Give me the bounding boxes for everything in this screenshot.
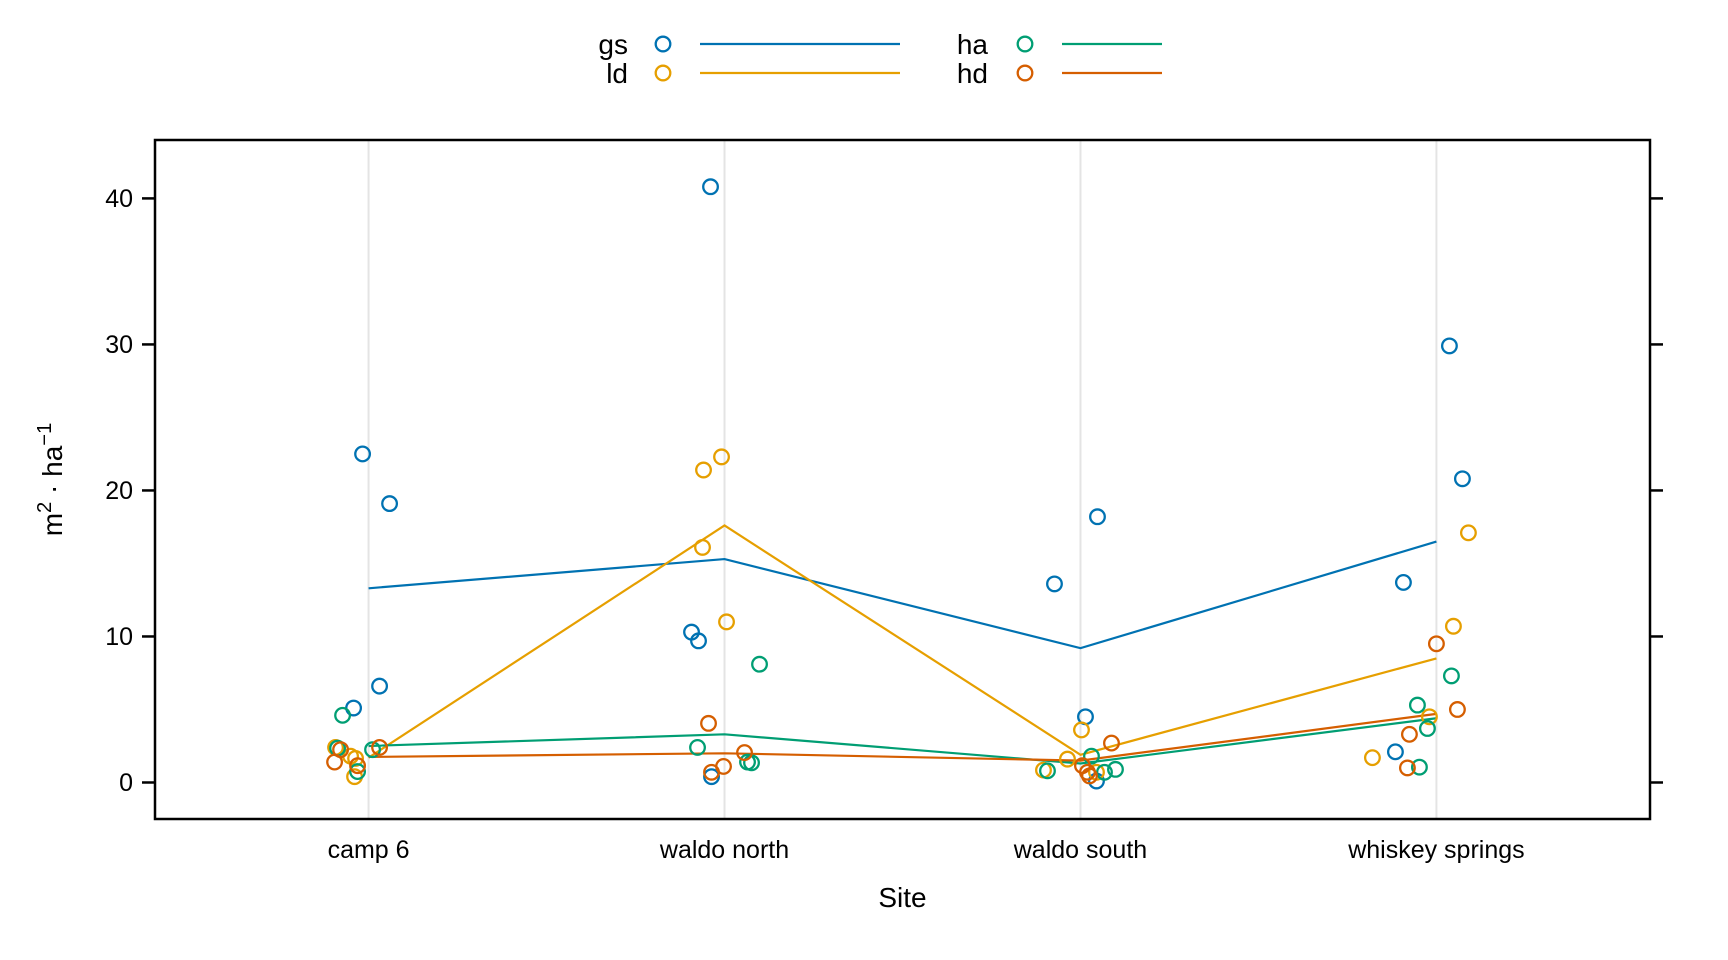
point-ha-whiskey-springs — [1408, 696, 1426, 714]
point-hd-waldo-north — [736, 744, 753, 762]
point-gs-waldo-north — [690, 632, 707, 650]
point-ld-whiskey-springs — [1459, 524, 1477, 542]
point-hd-camp-6 — [371, 738, 389, 756]
point-gs-camp-6 — [354, 445, 372, 463]
mean-line-hd — [368, 712, 1437, 762]
point-hd-waldo-north — [703, 763, 720, 781]
x-axis-title: Site — [878, 882, 926, 913]
point-gs-whiskey-springs — [1453, 470, 1471, 488]
legend-point-icon-hd — [1016, 64, 1034, 82]
x-category-label-camp-6: camp 6 — [328, 836, 410, 864]
point-ha-camp-6 — [349, 763, 367, 780]
point-hd-camp-6 — [349, 757, 367, 775]
mean-line-gs — [368, 540, 1437, 650]
point-ha-waldo-south — [1039, 762, 1056, 780]
point-ha-waldo-south — [1107, 760, 1124, 778]
point-ha-waldo-south — [1096, 763, 1113, 781]
point-gs-waldo-north — [703, 768, 720, 786]
point-gs-whiskey-springs — [1394, 573, 1412, 591]
point-gs-waldo-south — [1089, 508, 1106, 526]
y-axis-title: m2 · ha−1 — [34, 423, 68, 537]
point-ld-whiskey-springs — [1444, 617, 1462, 635]
point-ld-waldo-north — [718, 613, 735, 631]
point-ha-whiskey-springs — [1442, 667, 1460, 685]
y-tick-label-10: 10 — [105, 623, 133, 651]
point-ld-waldo-south — [1059, 750, 1076, 768]
point-hd-whiskey-springs — [1448, 701, 1466, 718]
point-hd-camp-6 — [326, 753, 344, 771]
point-hd-whiskey-springs — [1427, 635, 1445, 653]
mean-line-ha — [368, 717, 1437, 765]
point-hd-waldo-north — [700, 714, 717, 732]
point-gs-camp-6 — [381, 495, 399, 513]
point-ha-camp-6 — [364, 741, 382, 759]
x-category-label-waldo-south: waldo south — [1013, 836, 1147, 864]
mean-line-ld — [367, 524, 1437, 759]
legend-label-ld: ld — [606, 58, 628, 89]
x-category-label-whiskey-springs: whiskey springs — [1347, 836, 1524, 864]
point-hd-whiskey-springs — [1400, 725, 1418, 743]
point-ld-whiskey-springs — [1363, 749, 1381, 767]
point-ha-waldo-north — [689, 738, 706, 756]
point-ld-whiskey-springs — [1420, 708, 1438, 726]
plot-box — [153, 138, 1652, 821]
y-tick-label-30: 30 — [105, 331, 133, 359]
point-ha-waldo-south — [1083, 747, 1100, 765]
legend-label-hd: hd — [957, 58, 988, 89]
point-ld-waldo-south — [1073, 721, 1090, 739]
legend-label-ha: ha — [957, 29, 989, 60]
point-gs-waldo-south — [1046, 575, 1063, 593]
y-tick-label-40: 40 — [105, 185, 133, 213]
point-ha-waldo-north — [751, 655, 768, 673]
point-gs-waldo-north — [702, 178, 719, 196]
point-hd-waldo-south — [1103, 734, 1120, 752]
x-category-label-waldo-north: waldo north — [659, 836, 789, 864]
point-ha-whiskey-springs — [1410, 758, 1428, 776]
point-ld-waldo-north — [694, 538, 711, 556]
legend-point-icon-ld — [654, 64, 672, 82]
point-ha-whiskey-springs — [1418, 720, 1436, 737]
y-tick-label-20: 20 — [105, 477, 133, 505]
point-ld-waldo-north — [695, 461, 712, 479]
legend-label-gs: gs — [598, 29, 628, 60]
point-ha-camp-6 — [334, 706, 352, 724]
legend-point-icon-ha — [1016, 35, 1034, 53]
y-tick-label-0: 0 — [119, 769, 133, 797]
point-hd-whiskey-springs — [1398, 759, 1416, 777]
point-gs-camp-6 — [371, 677, 389, 695]
legend-point-icon-gs — [654, 35, 672, 53]
point-ld-waldo-north — [713, 448, 730, 466]
point-hd-waldo-south — [1081, 767, 1098, 785]
point-gs-whiskey-springs — [1386, 743, 1404, 761]
point-gs-whiskey-springs — [1440, 337, 1458, 355]
